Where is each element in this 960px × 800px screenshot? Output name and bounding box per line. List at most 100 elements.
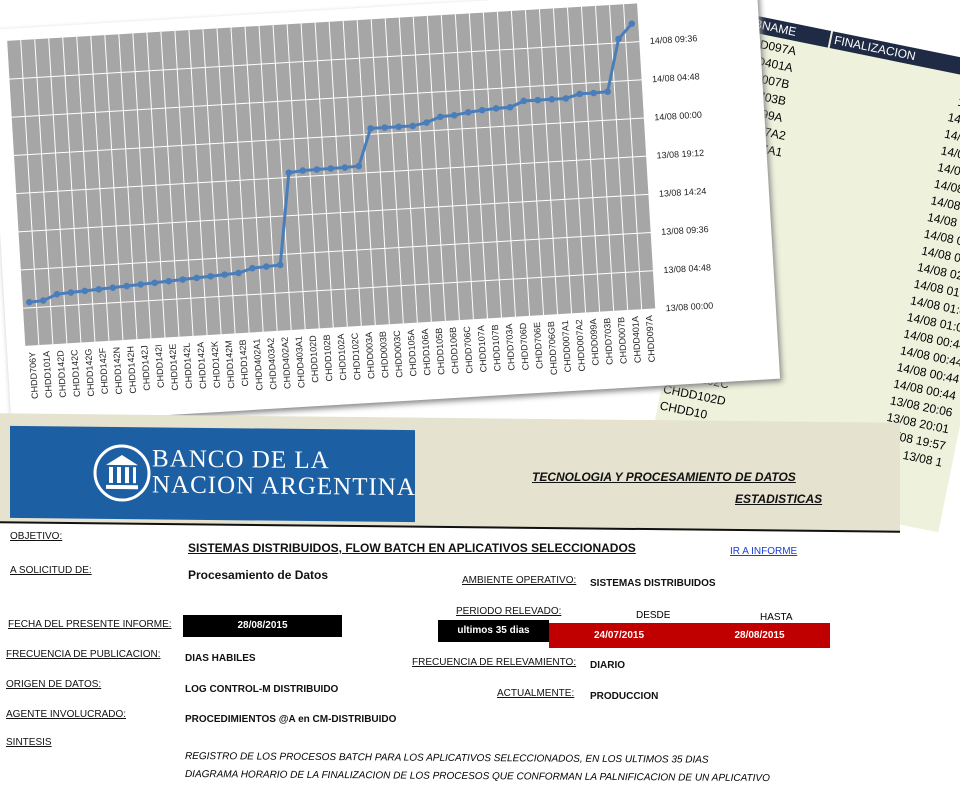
x-tick-label: CHDD105A — [406, 329, 419, 377]
x-tick-label: CHDD401A — [630, 316, 643, 364]
marker — [355, 162, 363, 170]
x-tick-label: CHDD142H — [125, 346, 138, 394]
x-tick-label: CHDD142J — [139, 345, 152, 391]
marker — [367, 125, 374, 132]
marker — [165, 277, 172, 285]
field-value: SISTEMAS DISTRIBUIDOS — [590, 578, 716, 589]
marker — [109, 284, 117, 291]
field-label: ACTUALMENTE: — [497, 688, 575, 699]
x-tick-label: CHDD142M — [223, 340, 236, 389]
marker — [276, 261, 284, 269]
marker — [450, 112, 458, 119]
marker — [548, 95, 556, 103]
chart: 13/08 00:00 13/08 04:48 13/08 09:36 13/08 1… — [6, 3, 713, 400]
x-tick-label: CHDD142C — [69, 349, 82, 398]
x-tick-label: CHDD703A — [504, 323, 517, 371]
x-tick-label: CHDD142L — [181, 342, 194, 389]
marker — [492, 105, 500, 112]
x-tick-label: CHDD099A — [588, 318, 601, 366]
marker — [423, 119, 430, 126]
section: ESTADISTICAS — [735, 492, 823, 506]
field-label: FRECUENCIA DE PUBLICACION: — [6, 649, 161, 660]
field-label: ORIGEN DE DATOS: — [6, 679, 102, 690]
x-tick-label: CHDD007B — [616, 317, 629, 365]
x-tick-label: CHDD097A — [644, 315, 657, 363]
field-value: LOG CONTROL-M DISTRIBUIDO — [185, 684, 339, 695]
x-tick-label: CHDD003A — [364, 332, 377, 380]
summary-line: REGISTRO DE LOS PROCESOS BATCH PARA LOS … — [184, 751, 709, 766]
x-tick-label: CHDD142G — [83, 348, 96, 397]
report-link[interactable]: IR A INFORME — [730, 546, 798, 557]
y-tick-label: 13/08 04:48 — [663, 262, 711, 275]
y-tick-label: 13/08 00:00 — [665, 300, 713, 313]
grid-line — [8, 41, 640, 80]
field-value: DIARIO — [590, 660, 625, 671]
x-tick-label: CHDD105B — [434, 327, 447, 375]
marker — [520, 97, 528, 105]
x-tick-label: CHDD102D — [308, 334, 321, 383]
chart-panel: 13/08 00:00 13/08 04:48 13/08 09:36 13/08 1… — [0, 0, 781, 425]
marker — [341, 164, 349, 171]
y-tick-label: 13/08 09:36 — [661, 224, 709, 237]
grid-line — [13, 117, 645, 156]
x-tick-label: CHDD706C — [462, 325, 475, 374]
date-box: 28/08/2015 — [689, 623, 830, 648]
column-label: HASTA — [760, 612, 793, 623]
marker — [464, 109, 472, 116]
department: TECNOLOGIA Y PROCESAMIENTO DE DATOS — [532, 470, 796, 484]
x-tick-label: CHDD142K — [209, 341, 222, 389]
y-tick-label: 14/08 09:36 — [650, 33, 698, 46]
x-tick-label: CHDD142N — [111, 347, 124, 395]
marker — [299, 167, 307, 174]
marker — [221, 271, 228, 278]
marker — [207, 272, 214, 280]
grid-line — [17, 193, 649, 233]
x-tick-label: CHDD106A — [420, 328, 433, 376]
x-tick-label: CHDD107A — [476, 325, 489, 373]
bank-logo: BANCO DE LA NACION ARGENTINA — [10, 425, 416, 523]
y-tick-label: 14/08 00:00 — [654, 110, 702, 123]
field-label: OBJETIVO: — [10, 531, 63, 542]
marker — [151, 279, 159, 287]
marker — [235, 269, 242, 277]
field-value: SISTEMAS DISTRIBUIDOS, FLOW BATCH EN APL… — [188, 541, 636, 555]
x-tick-label: CHDD703B — [602, 317, 615, 365]
marker — [534, 96, 542, 104]
marker — [53, 290, 61, 298]
grid-line — [24, 308, 656, 347]
field-label: SINTESIS — [6, 737, 52, 748]
x-tick-label: CHDD706Y — [27, 352, 40, 400]
x-tick-label: CHDD402A2 — [280, 337, 293, 390]
marker — [67, 289, 75, 296]
x-tick-label: CHDD142A — [195, 342, 208, 390]
marker — [576, 90, 583, 98]
x-tick-label: CHDD706GB — [546, 321, 559, 376]
y-tick-label: 13/08 14:24 — [659, 186, 707, 199]
marker — [25, 298, 33, 306]
field-label: AGENTE INVOLUCRADO: — [6, 709, 127, 720]
bank-name: NACION ARGENTINA — [152, 471, 416, 502]
field-label: FECHA DEL PRESENTE INFORME: — [8, 619, 172, 630]
x-tick-label: CHDD107B — [490, 324, 503, 372]
marker — [262, 263, 270, 270]
marker — [285, 169, 293, 176]
x-tick-label: CHDD142B — [237, 339, 250, 387]
grid-line — [20, 232, 652, 271]
grid-line — [22, 270, 654, 309]
marker — [628, 20, 636, 28]
marker — [409, 122, 417, 130]
x-tick-label: CHDD142D — [55, 349, 68, 398]
date-box: 28/08/2015 — [183, 615, 342, 637]
column-label: DESDE — [636, 610, 671, 621]
marker — [436, 113, 444, 121]
y-tick-label: 13/08 19:12 — [656, 148, 704, 161]
x-tick-label: CHDD007A2 — [574, 319, 587, 372]
marker — [604, 88, 611, 95]
marker — [313, 166, 321, 173]
x-tick-label: CHDD142E — [167, 343, 180, 391]
marker — [95, 285, 103, 293]
x-tick-label: CHDD106B — [448, 327, 461, 375]
y-tick-label: 14/08 04:48 — [652, 71, 700, 84]
marker — [381, 124, 388, 131]
